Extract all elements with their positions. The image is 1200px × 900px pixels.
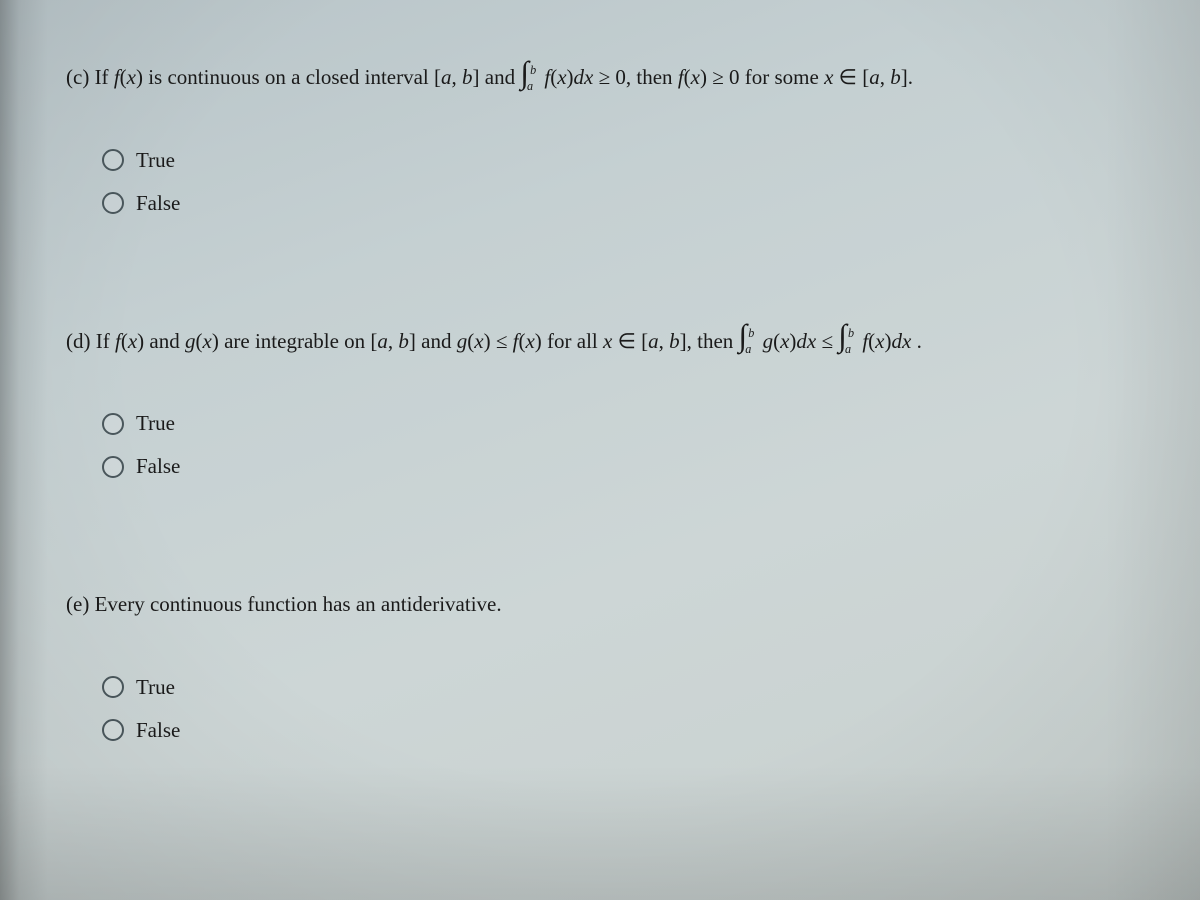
option-label: True — [136, 675, 175, 700]
quiz-content: (c) If f(x) is continuous on a closed in… — [66, 62, 1160, 761]
radio-icon — [102, 456, 124, 478]
radio-icon — [102, 192, 124, 214]
question-e-options: True False — [66, 675, 1160, 743]
question-c-option-true[interactable]: True — [102, 148, 1160, 173]
question-e-label: (e) — [66, 592, 89, 616]
question-e-prompt: (e) Every continuous function has an ant… — [66, 589, 1160, 621]
radio-icon — [102, 413, 124, 435]
radio-icon — [102, 719, 124, 741]
option-label: False — [136, 718, 180, 743]
question-d-option-true[interactable]: True — [102, 411, 1160, 436]
question-d-label: (d) — [66, 329, 91, 353]
question-c-prompt: (c) If f(x) is continuous on a closed in… — [66, 62, 1160, 94]
option-label: True — [136, 148, 175, 173]
question-d-option-false[interactable]: False — [102, 454, 1160, 479]
option-label: False — [136, 454, 180, 479]
question-c-options: True False — [66, 148, 1160, 216]
question-e: (e) Every continuous function has an ant… — [66, 589, 1160, 743]
question-e-option-true[interactable]: True — [102, 675, 1160, 700]
question-d: (d) If f(x) and g(x) are integrable on [… — [66, 326, 1160, 480]
radio-icon — [102, 676, 124, 698]
question-d-options: True False — [66, 411, 1160, 479]
integral-icon: ∫ab — [520, 67, 537, 88]
integral-icon: ∫ab — [838, 331, 855, 352]
question-d-prompt: (d) If f(x) and g(x) are integrable on [… — [66, 326, 1160, 358]
option-label: False — [136, 191, 180, 216]
radio-icon — [102, 149, 124, 171]
question-e-text: Every continuous function has an antider… — [95, 592, 502, 616]
page-left-shadow — [0, 0, 48, 900]
integral-icon: ∫ab — [739, 331, 756, 352]
question-c-option-false[interactable]: False — [102, 191, 1160, 216]
option-label: True — [136, 411, 175, 436]
question-c: (c) If f(x) is continuous on a closed in… — [66, 62, 1160, 216]
question-c-label: (c) — [66, 65, 89, 89]
question-e-option-false[interactable]: False — [102, 718, 1160, 743]
